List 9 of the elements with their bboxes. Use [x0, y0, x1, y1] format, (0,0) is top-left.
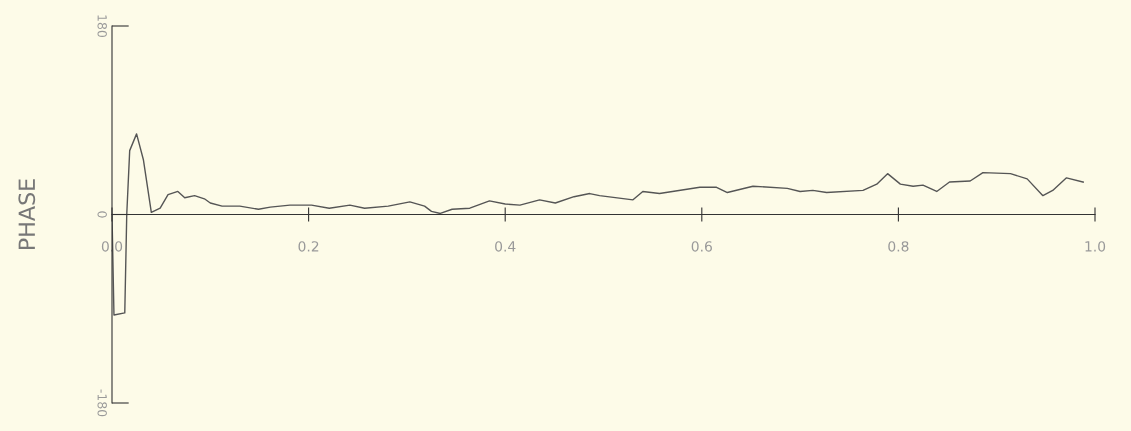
x-tick-label: 1.0 — [1085, 241, 1106, 252]
y-tick-label: 0 — [97, 211, 107, 218]
x-tick-label: 0.2 — [298, 241, 319, 252]
x-tick-label: 0.6 — [691, 241, 712, 252]
x-tick-label: 0.8 — [888, 241, 909, 252]
y-axis-title: PHASE — [18, 179, 36, 250]
x-tick-label: 0.4 — [495, 241, 516, 252]
y-tick-label: 180 — [97, 15, 107, 38]
y-tick-label: -180 — [97, 389, 107, 417]
